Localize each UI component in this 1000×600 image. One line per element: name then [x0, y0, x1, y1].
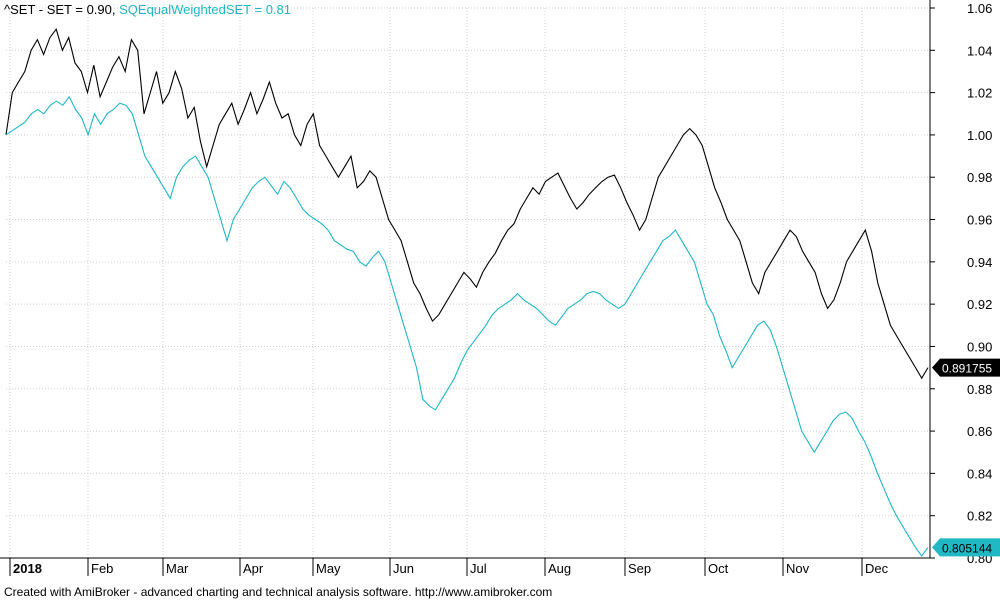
x-tick-label: Apr: [243, 561, 264, 576]
y-tick-label: 1.06: [967, 1, 992, 16]
chart-legend: ^SET - SET = 0.90, SQEqualWeightedSET = …: [4, 2, 291, 17]
last-value-marker: [932, 358, 1000, 377]
last-value-label: 0.891755: [942, 362, 992, 376]
legend-series-set: ^SET - SET = 0.90,: [4, 2, 116, 17]
y-tick-label: 1.00: [967, 128, 992, 143]
y-tick-label: 0.96: [967, 213, 992, 228]
legend-series-sqequalweighted: SQEqualWeightedSET = 0.81: [119, 2, 291, 17]
x-tick-label: May: [316, 561, 341, 576]
x-tick-label: Feb: [91, 561, 113, 576]
y-tick-label: 0.84: [967, 466, 992, 481]
x-tick-label: Mar: [166, 561, 189, 576]
y-tick-label: 0.92: [967, 297, 992, 312]
x-tick-label: Oct: [708, 561, 729, 576]
x-tick-label: Jul: [470, 561, 487, 576]
series-line-sqequalweighted: [5, 95, 929, 557]
series-line-set: [5, 27, 929, 380]
y-tick-label: 1.02: [967, 86, 992, 101]
y-tick-label: 1.04: [967, 43, 992, 58]
y-tick-label: 0.98: [967, 170, 992, 185]
x-tick-label: Nov: [786, 561, 810, 576]
y-tick-label: 0.88: [967, 382, 992, 397]
y-tick-label: 0.82: [967, 509, 992, 524]
y-tick-label: 0.90: [967, 339, 992, 354]
y-tick-label: 0.86: [967, 424, 992, 439]
footer-credit: Created with AmiBroker - advanced charti…: [4, 585, 553, 599]
x-tick-label: 2018: [13, 561, 42, 576]
last-value-label: 0.805144: [942, 541, 992, 555]
y-tick-label: 0.94: [967, 255, 992, 270]
x-tick-label: Jun: [393, 561, 414, 576]
last-value-marker: [932, 538, 1000, 557]
x-tick-label: Dec: [865, 561, 889, 576]
x-tick-label: Sep: [628, 561, 651, 576]
x-tick-label: Aug: [548, 561, 571, 576]
